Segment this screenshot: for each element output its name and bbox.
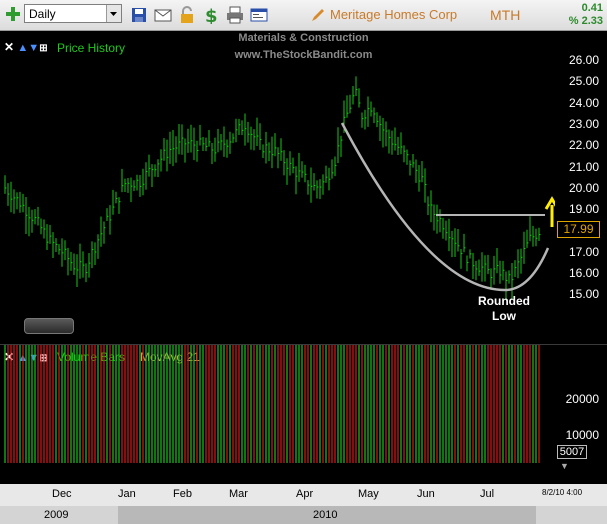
mail-icon[interactable] xyxy=(154,6,172,24)
maximize-icon[interactable]: ⊞ xyxy=(39,43,48,54)
last-volume-label: 5007 xyxy=(557,445,587,459)
price-tick: 21.00 xyxy=(568,159,599,174)
svg-text:$: $ xyxy=(205,6,218,24)
pane-divider[interactable] xyxy=(0,344,607,345)
year-label: 2010 xyxy=(313,509,338,521)
price-tick: 15.00 xyxy=(568,287,599,302)
ticker-symbol: MTH xyxy=(490,7,521,23)
chevron-down-icon[interactable] xyxy=(106,5,121,22)
month-label: May xyxy=(358,488,379,500)
annotation-line-1: Rounded xyxy=(478,294,530,308)
dollar-icon[interactable]: $ xyxy=(202,6,220,24)
plus-icon[interactable] xyxy=(4,5,22,23)
month-label: Jun xyxy=(417,488,435,500)
close-icon[interactable]: ✕ xyxy=(4,40,15,54)
year-axis: 2009 2010 xyxy=(0,506,607,524)
year-label: 2009 xyxy=(44,509,69,521)
print-icon[interactable] xyxy=(226,6,244,24)
annotation-line-2: Low xyxy=(492,309,516,323)
price-tick: 20.00 xyxy=(568,180,599,195)
breakout-arrow-icon xyxy=(544,196,555,227)
scroll-down-icon[interactable]: ▼ xyxy=(560,461,569,471)
volume-tick: 10000 xyxy=(565,428,599,442)
lock-icon[interactable] xyxy=(178,6,196,24)
timeframe-value: Daily xyxy=(29,7,56,21)
change-percent: % 2.33 xyxy=(568,15,603,27)
move-up-icon[interactable]: ▲ xyxy=(17,42,29,54)
watermark-site: www.TheStockBandit.com xyxy=(234,49,373,61)
close-icon[interactable]: ✕ xyxy=(4,350,15,364)
year-band xyxy=(118,506,536,524)
company-name: Meritage Homes Corp xyxy=(330,7,458,22)
rounded-low-curve[interactable] xyxy=(340,122,550,292)
month-label: Mar xyxy=(229,488,248,500)
last-price-label: 17.99 xyxy=(557,221,600,238)
pencil-icon[interactable] xyxy=(310,7,326,23)
maximize-icon[interactable]: ⊞ xyxy=(39,353,48,364)
price-tick: 24.00 xyxy=(568,95,599,110)
toolbar: Daily $ Meritage Homes Corp MTH 0.41 % xyxy=(0,0,607,31)
price-chart[interactable] xyxy=(0,58,555,340)
window-icon[interactable] xyxy=(250,6,268,24)
month-label: Apr xyxy=(296,488,314,500)
date-readout: 8/2/10 4:00 xyxy=(542,488,583,497)
zoom-slider-button[interactable] xyxy=(24,318,74,334)
price-pane-title: Price History xyxy=(57,41,126,55)
price-tick: 25.00 xyxy=(568,74,599,89)
watermark-sector: Materials & Construction xyxy=(238,32,369,44)
timeframe-select[interactable]: Daily xyxy=(24,4,122,23)
price-pane-controls: ✕ ▲▼⊞ xyxy=(4,40,48,54)
move-down-icon[interactable]: ▼ xyxy=(28,352,40,364)
month-label: Feb xyxy=(173,488,192,500)
save-icon[interactable] xyxy=(130,6,148,24)
month-label: Dec xyxy=(52,488,72,500)
change-value: 0.41 xyxy=(581,2,603,14)
price-tick: 17.00 xyxy=(568,244,599,259)
volume-chart[interactable] xyxy=(0,345,555,473)
price-tick: 23.00 xyxy=(568,116,599,131)
price-tick: 19.00 xyxy=(568,202,599,217)
price-tick: 16.00 xyxy=(568,266,599,280)
price-tick: 22.00 xyxy=(568,138,599,153)
rounded-low-annotation: Rounded Low xyxy=(465,294,543,324)
move-down-icon[interactable]: ▼ xyxy=(28,42,40,54)
month-label: Jul xyxy=(480,488,495,500)
price-tick: 26.00 xyxy=(568,53,599,67)
volume-tick: 20000 xyxy=(565,392,599,406)
month-label: Jan xyxy=(118,488,136,500)
